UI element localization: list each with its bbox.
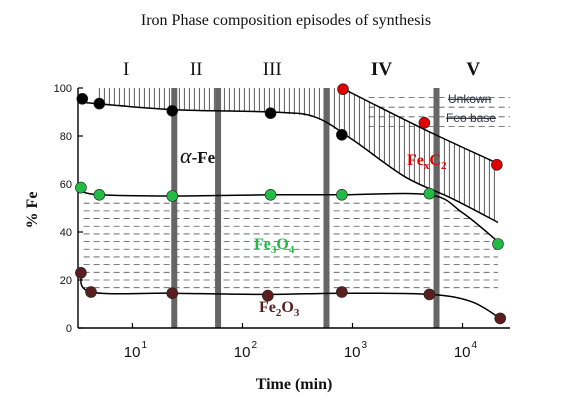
point-fe3o4 [336,189,348,201]
point-alpha [166,105,179,117]
x-axis-label: Time (min) [256,376,333,393]
point-fec [337,83,349,95]
point-alpha [264,107,277,119]
x-tick-exponent: 1 [141,340,147,351]
legend-feo-base: Feo base [446,111,496,125]
label-alpha-fe: α-Fe [180,143,216,168]
x-tick-label: 10 [124,344,141,361]
episode-label: V [466,59,480,80]
episode-label: IV [371,59,392,80]
point-fe2o3 [262,289,274,302]
x-tick-exponent: 4 [472,340,478,351]
point-fe2o3 [85,286,97,298]
y-tick-label: 20 [60,275,72,287]
episode-divider [171,88,178,328]
label-fexc2: FexC2 [407,152,447,172]
y-tick-label: 40 [60,227,72,239]
point-fe3o4 [166,190,179,202]
y-tick-label: 100 [54,83,72,95]
point-fe2o3 [494,312,507,325]
episode-divider [215,88,222,328]
curve-fec [341,88,499,165]
point-fe2o3 [166,287,179,300]
curve-fe3o4 [80,190,499,243]
point-alpha [93,97,106,110]
episode-divider [323,88,330,328]
point-alpha [76,93,89,105]
y-axis-label: % Fe [24,192,41,229]
point-fe3o4 [75,181,87,194]
point-fe3o4 [423,187,436,200]
y-tick-label: 0 [66,323,72,335]
episode-label: III [263,59,282,80]
x-tick-exponent: 2 [251,340,257,351]
legend-unknown: Unkown [448,92,491,106]
point-fec [418,117,431,129]
label-fe2o3: Fe2O3 [259,299,300,319]
point-fe2o3 [423,288,436,301]
point-alpha [336,129,348,141]
chart-title: Iron Phase composition episodes of synth… [141,12,431,29]
point-fe2o3 [75,266,87,279]
point-fe3o4 [492,238,504,250]
x-tick-label: 10 [344,344,361,361]
y-tick-label: 60 [60,179,72,191]
point-fe3o4 [264,189,277,201]
point-fe3o4 [93,189,106,201]
episode-label: II [190,59,203,80]
episode-divider [433,88,440,328]
x-tick-label: 10 [454,344,471,361]
x-tick-label: 10 [234,344,251,361]
x-tick-exponent: 3 [362,340,368,351]
point-fec [491,159,503,171]
curve-fe2o3 [80,272,501,320]
point-fe2o3 [336,286,348,298]
episode-label: I [123,59,129,80]
y-tick-label: 80 [60,131,72,143]
label-fe3o4: Fe3O4 [254,236,295,256]
